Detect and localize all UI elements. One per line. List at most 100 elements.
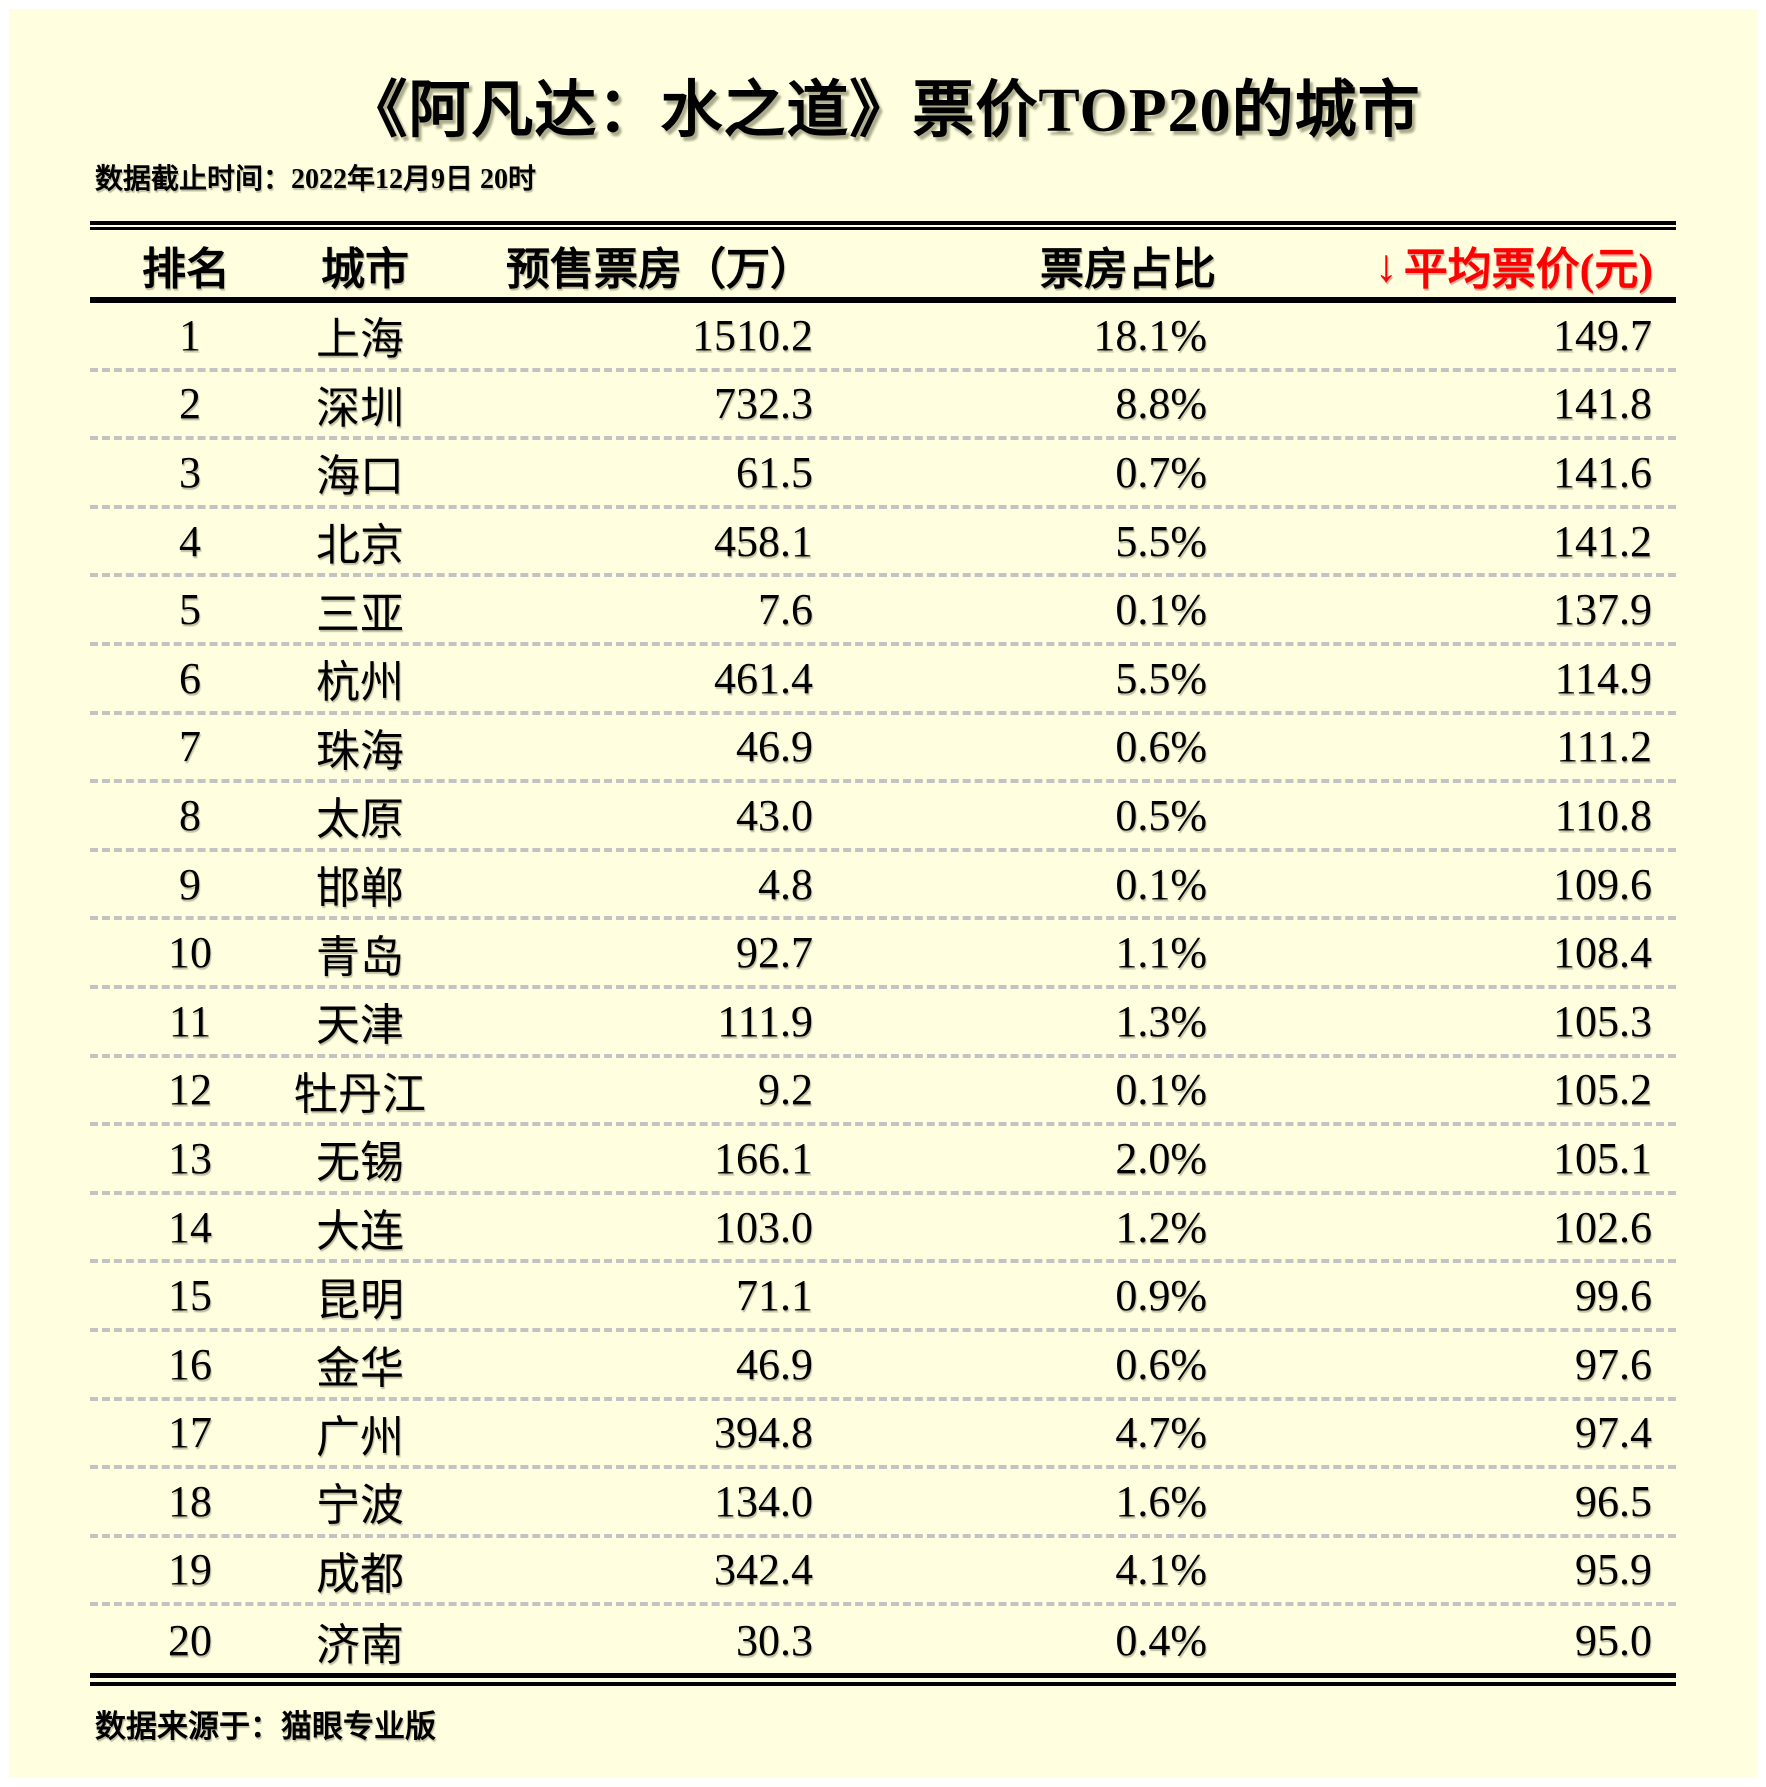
price-cell: 141.6	[1553, 447, 1652, 497]
price-cell: 97.4	[1575, 1408, 1652, 1458]
share-cell: 18.1%	[1093, 310, 1207, 360]
header-divider	[90, 297, 1676, 303]
presale-cell: 7.6	[758, 585, 813, 635]
table-row: 14 大连 103.0 1.2% 102.6	[90, 1195, 1676, 1264]
share-cell: 4.1%	[1115, 1545, 1207, 1595]
share-cell: 2.0%	[1115, 1133, 1207, 1183]
table-row: 6 杭州 461.4 5.5% 114.9	[90, 646, 1676, 715]
table-row: 18 宁波 134.0 1.6% 96.5	[90, 1469, 1676, 1538]
column-header-rank: 排名	[142, 245, 230, 294]
share-cell: 0.5%	[1115, 790, 1207, 840]
column-header-share: 票房占比	[1040, 245, 1216, 294]
table-row: 1 上海 1510.2 18.1% 149.7	[90, 303, 1676, 372]
rank-cell: 7	[179, 722, 201, 772]
presale-cell: 111.9	[717, 996, 813, 1046]
price-cell: 105.2	[1553, 1065, 1652, 1115]
presale-cell: 4.8	[758, 859, 813, 909]
rank-cell: 13	[168, 1133, 212, 1183]
table-row: 20 济南 30.3 0.4% 95.0	[90, 1606, 1676, 1675]
presale-cell: 9.2	[758, 1065, 813, 1115]
share-cell: 1.6%	[1115, 1476, 1207, 1526]
presale-cell: 71.1	[736, 1271, 813, 1321]
share-cell: 8.8%	[1115, 379, 1207, 429]
table-row: 17 广州 394.8 4.7% 97.4	[90, 1401, 1676, 1470]
sort-descending-arrow-icon: ↓	[1374, 239, 1398, 291]
rank-cell: 8	[179, 790, 201, 840]
share-cell: 5.5%	[1115, 653, 1207, 703]
city-cell: 无锡	[316, 1138, 404, 1188]
city-cell: 成都	[316, 1549, 404, 1599]
price-cell: 95.0	[1575, 1616, 1652, 1666]
city-cell: 深圳	[316, 383, 404, 433]
city-cell: 三亚	[316, 589, 404, 639]
table-row: 11 天津 111.9 1.3% 105.3	[90, 989, 1676, 1058]
presale-cell: 46.9	[736, 1339, 813, 1389]
share-cell: 0.6%	[1115, 722, 1207, 772]
table-row: 16 金华 46.9 0.6% 97.6	[90, 1332, 1676, 1401]
city-cell: 牡丹江	[294, 1069, 426, 1119]
city-cell: 海口	[316, 452, 404, 502]
column-header-presale: 预售票房（万）	[506, 245, 814, 294]
price-cell: 137.9	[1553, 585, 1652, 635]
table-row: 12 牡丹江 9.2 0.1% 105.2	[90, 1058, 1676, 1127]
city-cell: 金华	[316, 1344, 404, 1394]
rank-cell: 2	[179, 379, 201, 429]
presale-cell: 1510.2	[692, 310, 813, 360]
price-cell: 108.4	[1553, 928, 1652, 978]
rank-cell: 5	[179, 585, 201, 635]
table-row: 19 成都 342.4 4.1% 95.9	[90, 1538, 1676, 1607]
share-cell: 1.2%	[1115, 1202, 1207, 1252]
price-cell: 105.3	[1553, 996, 1652, 1046]
price-cell: 102.6	[1553, 1202, 1652, 1252]
share-cell: 0.1%	[1115, 1065, 1207, 1115]
price-cell: 99.6	[1575, 1271, 1652, 1321]
share-cell: 0.7%	[1115, 447, 1207, 497]
city-cell: 青岛	[316, 932, 404, 982]
price-cell: 149.7	[1553, 310, 1652, 360]
city-cell: 昆明	[316, 1275, 404, 1325]
table-row: 5 三亚 7.6 0.1% 137.9	[90, 577, 1676, 646]
rank-cell: 3	[179, 447, 201, 497]
rank-cell: 12	[168, 1065, 212, 1115]
price-cell: 110.8	[1554, 790, 1652, 840]
city-cell: 杭州	[316, 658, 404, 708]
rank-cell: 15	[168, 1271, 212, 1321]
ticket-price-table: 1 上海 1510.2 18.1% 149.7 2 深圳 732.3 8.8% …	[90, 303, 1676, 1675]
share-cell: 1.1%	[1115, 928, 1207, 978]
share-cell: 0.1%	[1115, 585, 1207, 635]
presale-cell: 732.3	[714, 379, 813, 429]
city-cell: 太原	[316, 795, 404, 845]
presale-cell: 458.1	[714, 516, 813, 566]
presale-cell: 103.0	[714, 1202, 813, 1252]
share-cell: 0.4%	[1115, 1616, 1207, 1666]
top-double-divider	[90, 221, 1676, 230]
table-row: 8 太原 43.0 0.5% 110.8	[90, 783, 1676, 852]
data-source: 数据来源于：猫眼专业版	[95, 1709, 436, 1744]
rank-cell: 18	[168, 1476, 212, 1526]
price-cell: 114.9	[1554, 653, 1652, 703]
price-cell: 111.2	[1556, 722, 1652, 772]
share-cell: 4.7%	[1115, 1408, 1207, 1458]
share-cell: 1.3%	[1115, 996, 1207, 1046]
table-row: 3 海口 61.5 0.7% 141.6	[90, 440, 1676, 509]
price-cell: 141.8	[1553, 379, 1652, 429]
share-cell: 5.5%	[1115, 516, 1207, 566]
rank-cell: 11	[168, 996, 212, 1046]
table-row: 15 昆明 71.1 0.9% 99.6	[90, 1263, 1676, 1332]
rank-cell: 19	[168, 1545, 212, 1595]
rank-cell: 17	[168, 1408, 212, 1458]
city-cell: 济南	[316, 1620, 404, 1670]
column-header-price: ↓ 平均票价(元)	[1250, 235, 1653, 295]
table-row: 7 珠海 46.9 0.6% 111.2	[90, 715, 1676, 784]
price-cell: 95.9	[1575, 1545, 1652, 1595]
price-cell: 141.2	[1553, 516, 1652, 566]
presale-cell: 30.3	[736, 1616, 813, 1666]
infographic-canvas: 《阿凡达：水之道》票价TOP20的城市 数据截止时间：2022年12月9日 20…	[9, 9, 1757, 1778]
page-title: 《阿凡达：水之道》票价TOP20的城市	[345, 77, 1421, 145]
city-cell: 大连	[316, 1207, 404, 1257]
price-cell: 96.5	[1575, 1476, 1652, 1526]
presale-cell: 61.5	[736, 447, 813, 497]
price-cell: 109.6	[1553, 859, 1652, 909]
presale-cell: 342.4	[714, 1545, 813, 1595]
city-cell: 宁波	[316, 1481, 404, 1531]
